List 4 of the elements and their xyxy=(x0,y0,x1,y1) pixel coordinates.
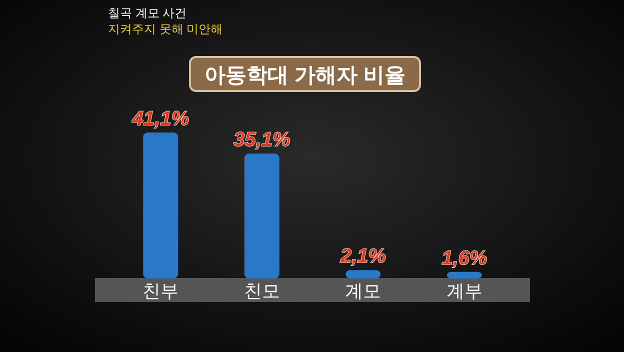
chart-title: 아동학대 가해자 비율 xyxy=(204,64,406,87)
annotation: 지켜주지 못해 미안해 xyxy=(108,22,223,36)
annotation: 칠곡 계모 사건 xyxy=(108,6,187,20)
title: 아동학대 가해자 비율 xyxy=(189,56,421,92)
